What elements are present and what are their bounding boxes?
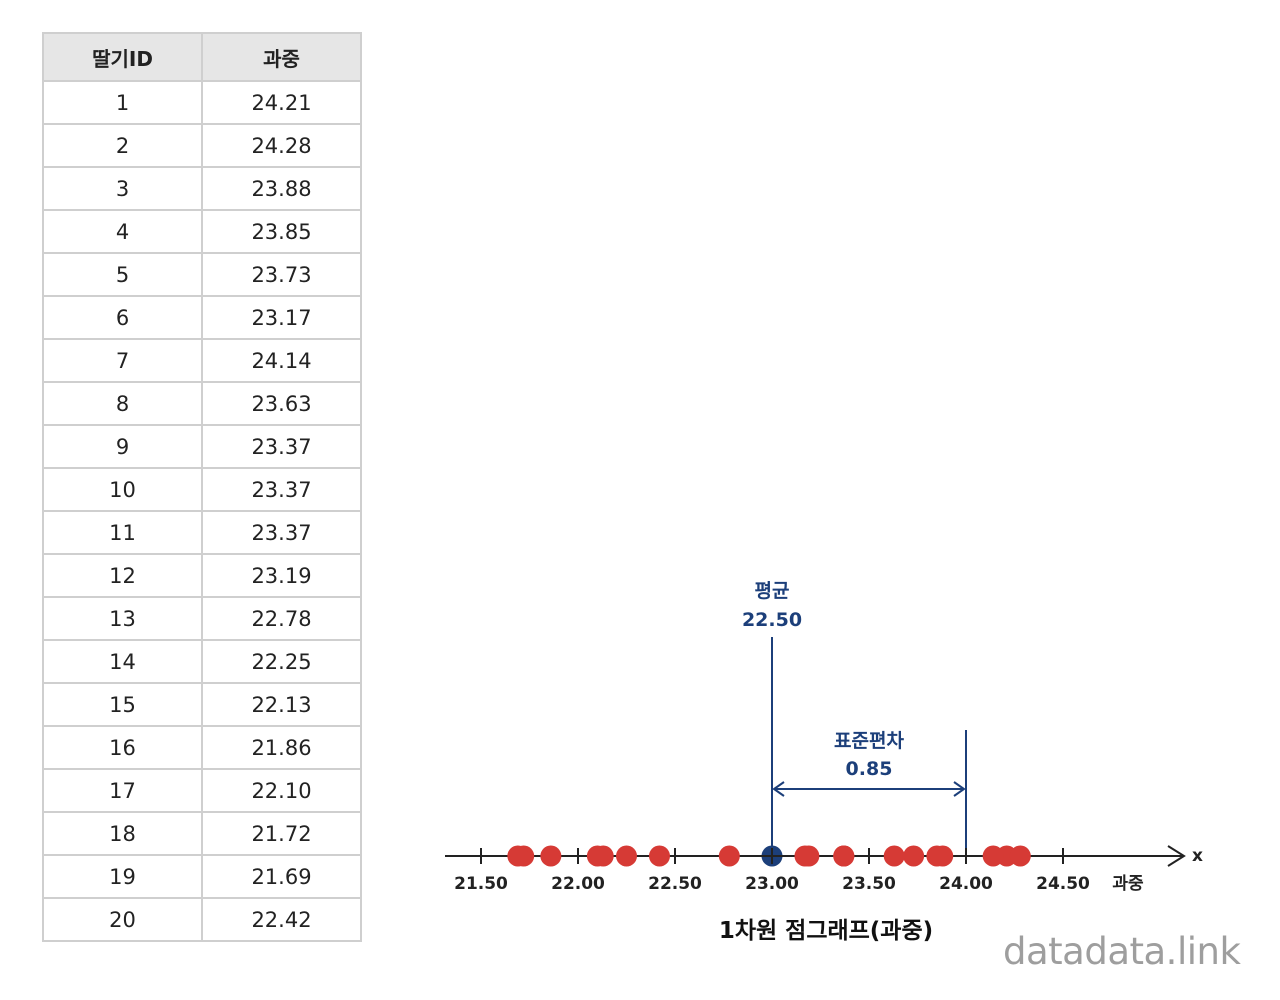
data-point bbox=[1009, 845, 1031, 867]
cell-id: 17 bbox=[42, 768, 203, 813]
column-header-weight: 과중 bbox=[201, 32, 362, 82]
cell-id: 8 bbox=[42, 381, 203, 426]
cell-weight: 22.25 bbox=[201, 639, 362, 684]
mean-label: 평균 bbox=[755, 580, 790, 602]
cell-id: 13 bbox=[42, 596, 203, 641]
std-value: 0.85 bbox=[846, 758, 893, 780]
cell-id: 14 bbox=[42, 639, 203, 684]
cell-weight: 21.86 bbox=[201, 725, 362, 770]
x-tick-label: 24.00 bbox=[939, 874, 993, 894]
table-row: 15 22.13 bbox=[42, 682, 362, 727]
cell-weight: 23.63 bbox=[201, 381, 362, 426]
data-point bbox=[648, 845, 670, 867]
cell-id: 20 bbox=[42, 897, 203, 942]
cell-weight: 21.69 bbox=[201, 854, 362, 899]
cell-weight: 23.88 bbox=[201, 166, 362, 211]
table-row: 20 22.42 bbox=[42, 897, 362, 942]
x-tick-label: 21.50 bbox=[454, 874, 508, 894]
table-row: 11 23.37 bbox=[42, 510, 362, 555]
cell-id: 3 bbox=[42, 166, 203, 211]
cell-weight: 22.42 bbox=[201, 897, 362, 942]
cell-id: 15 bbox=[42, 682, 203, 727]
std-arrow-left bbox=[772, 781, 785, 797]
table-row: 19 21.69 bbox=[42, 854, 362, 899]
watermark: datadata.link bbox=[1003, 930, 1241, 973]
cell-weight: 21.72 bbox=[201, 811, 362, 856]
data-point bbox=[883, 845, 905, 867]
table-header-row: 딸기ID 과중 bbox=[42, 32, 362, 82]
cell-weight: 23.85 bbox=[201, 209, 362, 254]
data-point bbox=[926, 845, 948, 867]
cell-weight: 22.13 bbox=[201, 682, 362, 727]
table-row: 2 24.28 bbox=[42, 123, 362, 168]
std-label: 표준편차 bbox=[834, 730, 904, 752]
data-point bbox=[903, 845, 925, 867]
cell-weight: 24.28 bbox=[201, 123, 362, 168]
cell-id: 5 bbox=[42, 252, 203, 297]
x-tick-label: 22.50 bbox=[648, 874, 702, 894]
data-point bbox=[507, 845, 529, 867]
x-tick-label: 24.50 bbox=[1036, 874, 1090, 894]
cell-id: 4 bbox=[42, 209, 203, 254]
cell-weight: 23.73 bbox=[201, 252, 362, 297]
cell-weight: 23.19 bbox=[201, 553, 362, 598]
table-row: 14 22.25 bbox=[42, 639, 362, 684]
cell-id: 7 bbox=[42, 338, 203, 383]
data-point bbox=[616, 845, 637, 867]
table-row: 1 24.21 bbox=[42, 80, 362, 125]
cell-weight: 23.17 bbox=[201, 295, 362, 340]
table-row: 4 23.85 bbox=[42, 209, 362, 254]
table-row: 7 24.14 bbox=[42, 338, 362, 383]
cell-weight: 23.37 bbox=[201, 510, 362, 555]
table-row: 10 23.37 bbox=[42, 467, 362, 512]
x-tick-label: 23.00 bbox=[745, 874, 799, 894]
table-row: 12 23.19 bbox=[42, 553, 362, 598]
table-row: 5 23.73 bbox=[42, 252, 362, 297]
x-axis-label: 과중 bbox=[1112, 874, 1144, 894]
cell-id: 6 bbox=[42, 295, 203, 340]
x-axis-arrowhead bbox=[1167, 845, 1186, 867]
data-point bbox=[833, 845, 855, 867]
cell-id: 12 bbox=[42, 553, 203, 598]
cell-id: 1 bbox=[42, 80, 203, 125]
cell-weight: 23.37 bbox=[201, 467, 362, 512]
table-row: 13 22.78 bbox=[42, 596, 362, 641]
cell-id: 11 bbox=[42, 510, 203, 555]
table-row: 9 23.37 bbox=[42, 424, 362, 469]
axis-arrow-label: x bbox=[1192, 846, 1203, 866]
chart-title: 1차원 점그래프(과중) bbox=[719, 918, 933, 944]
cell-weight: 23.37 bbox=[201, 424, 362, 469]
mean-value: 22.50 bbox=[742, 609, 802, 631]
data-point bbox=[982, 845, 1004, 867]
data-point bbox=[718, 845, 740, 867]
cell-weight: 24.21 bbox=[201, 80, 362, 125]
data-point bbox=[798, 845, 820, 867]
table-row: 3 23.88 bbox=[42, 166, 362, 211]
cell-id: 9 bbox=[42, 424, 203, 469]
cell-weight: 22.78 bbox=[201, 596, 362, 641]
weight-data-table: 딸기ID 과중 1 24.21 2 24.28 3 23.88 4 23.85 5 23.73 6 2… bbox=[42, 32, 362, 942]
cell-id: 18 bbox=[42, 811, 203, 856]
cell-id: 10 bbox=[42, 467, 203, 512]
cell-weight: 24.14 bbox=[201, 338, 362, 383]
cell-id: 2 bbox=[42, 123, 203, 168]
cell-weight: 22.10 bbox=[201, 768, 362, 813]
x-tick-label: 22.00 bbox=[551, 874, 605, 894]
table-row: 17 22.10 bbox=[42, 768, 362, 813]
data-point bbox=[586, 845, 608, 867]
cell-id: 16 bbox=[42, 725, 203, 770]
table-row: 18 21.72 bbox=[42, 811, 362, 856]
table-row: 6 23.17 bbox=[42, 295, 362, 340]
table-row: 8 23.63 bbox=[42, 381, 362, 426]
column-header-id: 딸기ID bbox=[42, 32, 203, 82]
x-tick-label: 23.50 bbox=[842, 874, 896, 894]
std-arrow-right bbox=[953, 781, 966, 797]
table-row: 16 21.86 bbox=[42, 725, 362, 770]
data-point bbox=[540, 845, 562, 867]
cell-id: 19 bbox=[42, 854, 203, 899]
